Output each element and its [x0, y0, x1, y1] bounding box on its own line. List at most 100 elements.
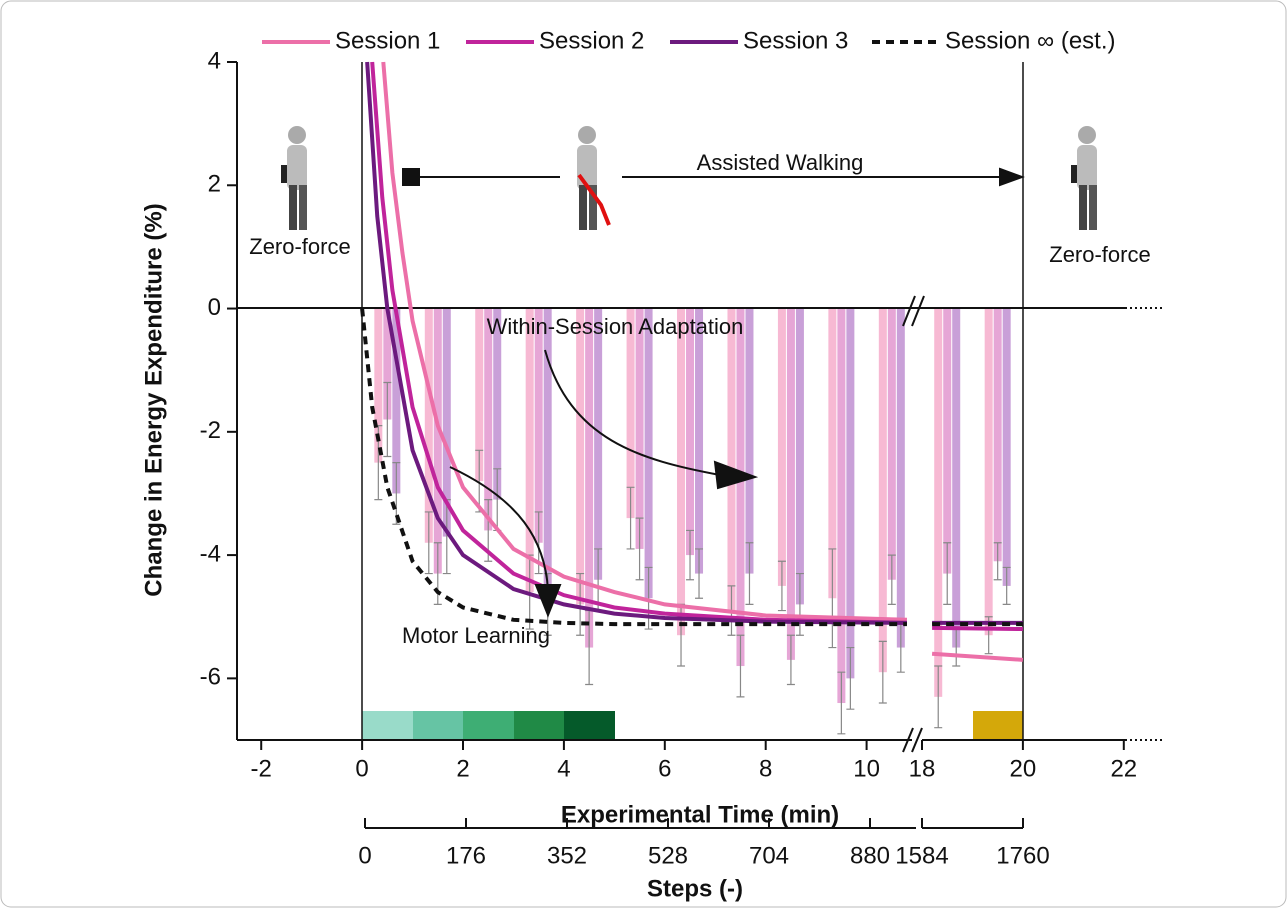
bar [534, 308, 543, 543]
annotation: Within-Session Adaptation [487, 314, 744, 339]
bar [837, 308, 846, 704]
line [365, 61, 907, 625]
legend-label: Session 2 [539, 27, 644, 54]
y-tick-label: -6 [200, 664, 221, 691]
annotation: Zero-force [1049, 242, 1150, 267]
x2-tick-label: 704 [749, 842, 789, 869]
error-bar [934, 665, 943, 729]
legend: Session 1 Session 2 Session 3 Session ∞ (es… [262, 27, 1116, 54]
x-axis-title: Experimental Time (min) [561, 801, 839, 828]
y-tick-label: 0 [208, 294, 221, 321]
bar [644, 308, 653, 599]
bar [626, 308, 635, 519]
bar [786, 308, 795, 660]
error-bar [786, 634, 795, 686]
annotation-arrows [402, 167, 1025, 618]
error-bar [383, 381, 392, 458]
bar [383, 308, 392, 420]
axes [236, 62, 1163, 829]
bar [442, 308, 451, 537]
bar [1002, 308, 1011, 586]
line [932, 625, 1023, 632]
bar [887, 308, 896, 580]
x2-tick-label: 528 [648, 842, 688, 869]
bar [392, 308, 401, 494]
x-tick-label: 20 [1010, 755, 1037, 782]
error-bar [846, 646, 855, 710]
bar [594, 308, 603, 580]
bar [878, 308, 887, 673]
y-tick-label: -2 [200, 417, 221, 444]
legend-label: Session 1 [335, 27, 440, 54]
error-bar [695, 548, 704, 599]
bar [576, 308, 585, 605]
bar [984, 308, 993, 636]
y-axis-title: Change in Energy Expenditure (%) [140, 203, 167, 596]
bar [424, 308, 433, 543]
x2-tick-label: 1584 [895, 842, 948, 869]
x-tick-label: -2 [251, 755, 272, 782]
bar [934, 308, 943, 697]
x2-axis-title: Steps (-) [647, 875, 743, 902]
walker-icon [281, 126, 1097, 230]
x2-tick-label: 880 [850, 842, 890, 869]
error-bar [1002, 566, 1011, 605]
x-tick-label: 2 [456, 755, 469, 782]
bar [635, 308, 644, 549]
x-tick-label: 0 [355, 755, 368, 782]
y-tick-label: -4 [200, 540, 221, 567]
error-bar [878, 640, 887, 704]
error-bar [736, 634, 745, 698]
bar [433, 308, 442, 574]
line [360, 308, 907, 627]
bar [943, 308, 952, 574]
error-bar [837, 671, 846, 735]
y-tick-label: 2 [208, 171, 221, 198]
x2-tick-label: 1760 [996, 842, 1049, 869]
x-tick-label: 6 [658, 755, 671, 782]
bar [374, 308, 383, 463]
bar [795, 308, 804, 605]
bar [846, 308, 855, 679]
bar [525, 308, 534, 593]
error-bar [795, 572, 804, 636]
bar [736, 308, 745, 667]
x2-tick-label: 352 [547, 842, 587, 869]
error-bar [626, 486, 635, 550]
x-tick-label: 10 [853, 755, 880, 782]
error-bar [392, 462, 401, 525]
x-tick-label: 8 [759, 755, 772, 782]
bar [993, 308, 1002, 562]
bar [695, 308, 704, 574]
error-bar [576, 572, 585, 636]
x2-tick-label: 0 [358, 842, 371, 869]
line [370, 61, 907, 625]
bars [374, 308, 1011, 735]
line [931, 651, 1024, 662]
curves [360, 61, 1024, 662]
bar [543, 308, 552, 605]
bar [896, 308, 905, 648]
annotation: Motor Learning [402, 623, 550, 648]
error-bar [943, 542, 952, 605]
x-tick-label: 4 [557, 755, 570, 782]
y-tick-label: 4 [208, 47, 221, 74]
bar [585, 308, 594, 648]
annotation: Assisted Walking [697, 150, 864, 175]
bar [777, 308, 786, 586]
error-bar [644, 566, 653, 630]
line [381, 61, 908, 622]
bar [952, 308, 961, 648]
x2-tick-label: 176 [446, 842, 486, 869]
bar [745, 308, 754, 574]
bar [727, 308, 736, 611]
error-bar [424, 511, 433, 575]
bar [484, 308, 493, 531]
error-bar [686, 529, 695, 581]
time-bands [362, 711, 1023, 740]
error-bar [887, 554, 896, 605]
bar [475, 308, 484, 482]
bar [493, 308, 502, 500]
